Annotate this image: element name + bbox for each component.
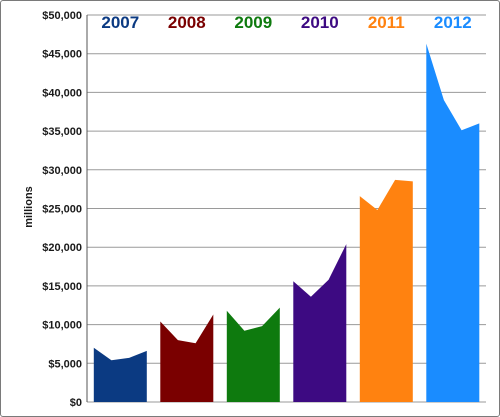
series-area-2007	[93, 347, 147, 402]
series-label-2008: 2008	[168, 13, 206, 32]
y-tick-label: $45,000	[42, 49, 82, 61]
series-label-2011: 2011	[368, 13, 405, 32]
y-axis: $0 $5,000 $10,000 $15,000 $20,000 $25,000 $30,…	[42, 10, 88, 409]
y-axis-label: millions	[23, 186, 35, 228]
y-tick-label: $15,000	[42, 281, 82, 293]
series-area-2012	[426, 43, 480, 402]
gridlines	[87, 14, 486, 403]
series-area-2008	[160, 314, 214, 402]
y-tick-label: $25,000	[42, 204, 82, 216]
series-area-2011	[359, 179, 413, 402]
series-label-2010: 2010	[301, 13, 339, 32]
y-tick-label: $5,000	[48, 358, 82, 370]
series-areas	[93, 43, 480, 402]
series-area-2009	[226, 307, 280, 402]
y-tick-label: $10,000	[42, 320, 82, 332]
y-tick-label: $30,000	[42, 165, 82, 177]
series-label-2009: 2009	[234, 13, 272, 32]
y-tick-label: $20,000	[42, 242, 82, 254]
y-tick-label: $35,000	[42, 126, 82, 138]
series-labels: 2007 2008 2009 2010 2011 2012	[101, 13, 471, 32]
series-area-2010	[293, 244, 347, 402]
y-tick-label: $40,000	[42, 87, 82, 99]
y-tick-label: $0	[70, 397, 82, 409]
series-label-2007: 2007	[101, 13, 139, 32]
y-tick-label: $50,000	[42, 10, 82, 22]
series-label-2012: 2012	[434, 13, 472, 32]
